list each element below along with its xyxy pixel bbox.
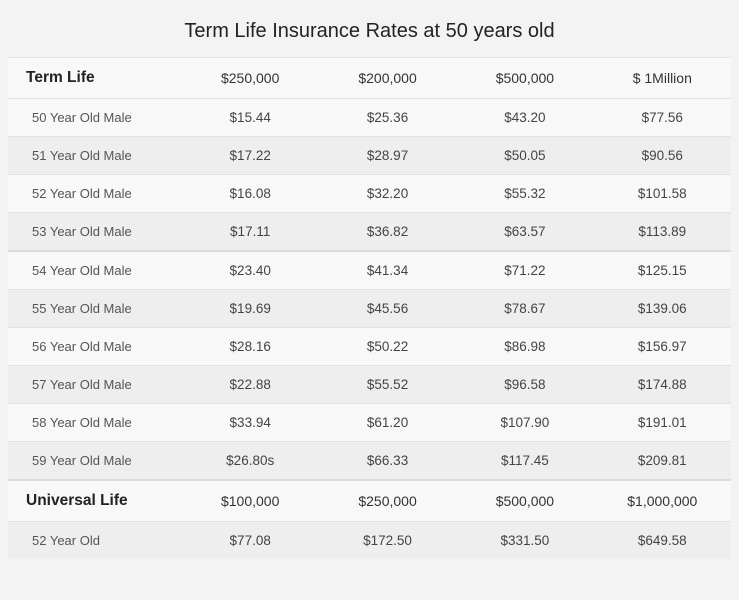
cell-value: $156.97	[594, 328, 731, 366]
cell-value: $28.97	[319, 137, 456, 175]
section-label: Term Life	[8, 58, 182, 99]
section-label: Universal Life	[8, 480, 182, 522]
cell-value: $71.22	[456, 251, 593, 290]
table-row: 59 Year Old Male$26.80s$66.33$117.45$209…	[8, 442, 731, 481]
cell-value: $107.90	[456, 404, 593, 442]
cell-value: $55.32	[456, 175, 593, 213]
row-label: 58 Year Old Male	[8, 404, 182, 442]
table-row: 58 Year Old Male$33.94$61.20$107.90$191.…	[8, 404, 731, 442]
cell-value: $50.05	[456, 137, 593, 175]
cell-value: $209.81	[594, 442, 731, 481]
cell-value: $191.01	[594, 404, 731, 442]
cell-value: $117.45	[456, 442, 593, 481]
cell-value: $36.82	[319, 213, 456, 252]
table-row: 52 Year Old Male$16.08$32.20$55.32$101.5…	[8, 175, 731, 213]
column-header: $1,000,000	[594, 480, 731, 522]
column-header: $ 1Million	[594, 58, 731, 99]
cell-value: $63.57	[456, 213, 593, 252]
row-label: 52 Year Old	[8, 522, 182, 560]
row-label: 54 Year Old Male	[8, 251, 182, 290]
row-label: 55 Year Old Male	[8, 290, 182, 328]
row-label: 53 Year Old Male	[8, 213, 182, 252]
table-row: 54 Year Old Male$23.40$41.34$71.22$125.1…	[8, 251, 731, 290]
cell-value: $28.16	[182, 328, 319, 366]
cell-value: $26.80s	[182, 442, 319, 481]
cell-value: $66.33	[319, 442, 456, 481]
cell-value: $17.22	[182, 137, 319, 175]
cell-value: $22.88	[182, 366, 319, 404]
cell-value: $172.50	[319, 522, 456, 560]
table-row: 52 Year Old$77.08$172.50$331.50$649.58	[8, 522, 731, 560]
table-row: 51 Year Old Male$17.22$28.97$50.05$90.56	[8, 137, 731, 175]
cell-value: $61.20	[319, 404, 456, 442]
table-row: 50 Year Old Male$15.44$25.36$43.20$77.56	[8, 99, 731, 137]
cell-value: $139.06	[594, 290, 731, 328]
cell-value: $77.56	[594, 99, 731, 137]
cell-value: $101.58	[594, 175, 731, 213]
cell-value: $77.08	[182, 522, 319, 560]
cell-value: $41.34	[319, 251, 456, 290]
cell-value: $649.58	[594, 522, 731, 560]
table-container: Term Life Insurance Rates at 50 years ol…	[0, 0, 739, 559]
column-header: $500,000	[456, 58, 593, 99]
cell-value: $45.56	[319, 290, 456, 328]
cell-value: $55.52	[319, 366, 456, 404]
table-row: 57 Year Old Male$22.88$55.52$96.58$174.8…	[8, 366, 731, 404]
cell-value: $125.15	[594, 251, 731, 290]
table-row: 53 Year Old Male$17.11$36.82$63.57$113.8…	[8, 213, 731, 252]
table-row: 55 Year Old Male$19.69$45.56$78.67$139.0…	[8, 290, 731, 328]
cell-value: $33.94	[182, 404, 319, 442]
cell-value: $86.98	[456, 328, 593, 366]
page-title: Term Life Insurance Rates at 50 years ol…	[8, 12, 731, 57]
cell-value: $96.58	[456, 366, 593, 404]
cell-value: $78.67	[456, 290, 593, 328]
column-header: $200,000	[319, 58, 456, 99]
column-header: $500,000	[456, 480, 593, 522]
column-header: $250,000	[182, 58, 319, 99]
column-header: $250,000	[319, 480, 456, 522]
cell-value: $113.89	[594, 213, 731, 252]
cell-value: $174.88	[594, 366, 731, 404]
column-header: $100,000	[182, 480, 319, 522]
cell-value: $43.20	[456, 99, 593, 137]
cell-value: $32.20	[319, 175, 456, 213]
cell-value: $331.50	[456, 522, 593, 560]
cell-value: $50.22	[319, 328, 456, 366]
table-row: 56 Year Old Male$28.16$50.22$86.98$156.9…	[8, 328, 731, 366]
cell-value: $25.36	[319, 99, 456, 137]
cell-value: $19.69	[182, 290, 319, 328]
cell-value: $17.11	[182, 213, 319, 252]
row-label: 57 Year Old Male	[8, 366, 182, 404]
row-label: 50 Year Old Male	[8, 99, 182, 137]
row-label: 56 Year Old Male	[8, 328, 182, 366]
cell-value: $90.56	[594, 137, 731, 175]
row-label: 52 Year Old Male	[8, 175, 182, 213]
row-label: 59 Year Old Male	[8, 442, 182, 481]
row-label: 51 Year Old Male	[8, 137, 182, 175]
cell-value: $16.08	[182, 175, 319, 213]
cell-value: $15.44	[182, 99, 319, 137]
rates-table: Term Life$250,000$200,000$500,000$ 1Mill…	[8, 57, 731, 559]
cell-value: $23.40	[182, 251, 319, 290]
